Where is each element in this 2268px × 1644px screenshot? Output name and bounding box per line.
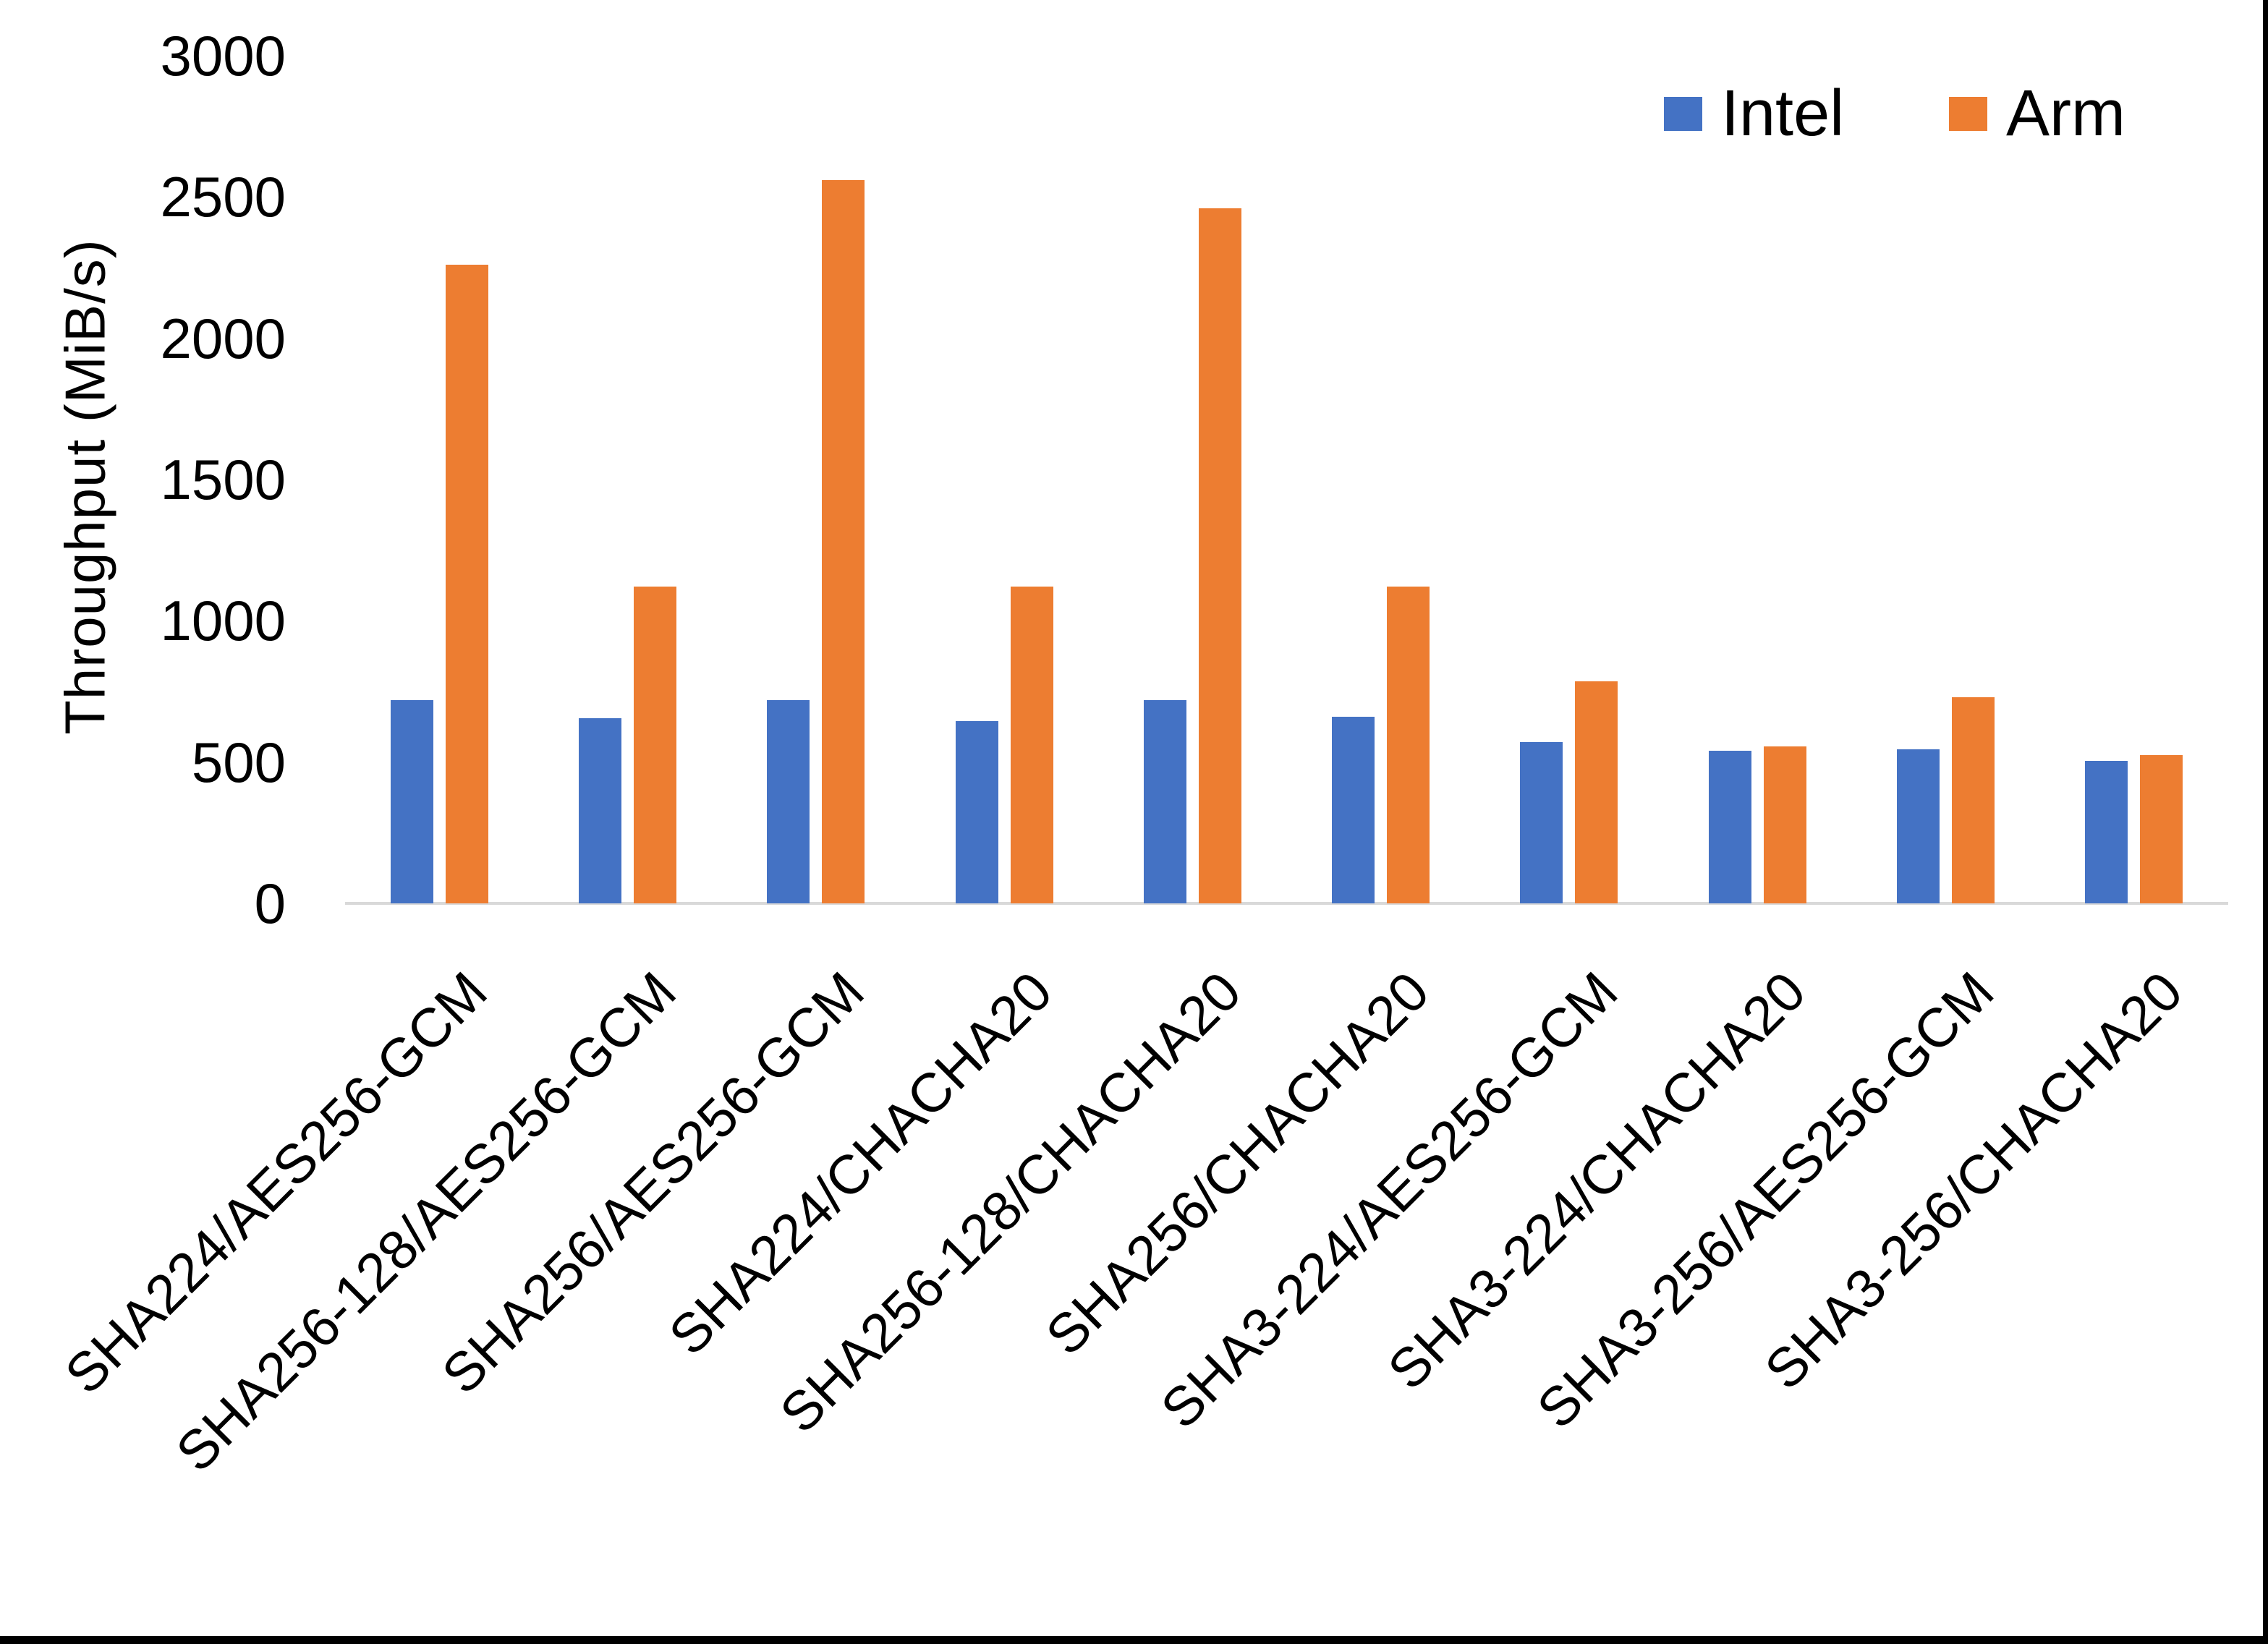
bar-group	[345, 56, 533, 903]
bar-arm	[1575, 681, 1618, 903]
bar-group	[533, 56, 721, 903]
bar-arm	[822, 179, 865, 903]
bar-arm	[633, 587, 676, 903]
figure-bottom-border	[0, 1636, 2268, 1644]
y-tick-label: 2500	[160, 165, 286, 229]
bar-intel	[767, 699, 810, 903]
bar-arm	[2140, 754, 2183, 903]
bar-intel	[955, 721, 998, 903]
bar-group	[1663, 56, 1851, 903]
category-label: SHA256/CHACHA20	[1034, 960, 1441, 1367]
bar-group	[910, 56, 1098, 903]
bar-arm	[445, 265, 488, 903]
bar-group	[1851, 56, 2039, 903]
legend-swatch-arm	[1949, 96, 1987, 131]
bar-intel	[1332, 717, 1375, 903]
bar-group	[1098, 56, 1286, 903]
x-axis-line	[345, 902, 2228, 905]
y-tick-label: 3000	[160, 24, 286, 88]
bar-arm	[1763, 746, 1806, 903]
y-tick-label: 0	[254, 872, 286, 935]
bar-arm	[1952, 697, 1995, 903]
category-label: SHA224/CHACHA20	[658, 960, 1065, 1367]
y-tick-label: 1500	[160, 448, 286, 511]
legend-item-arm: Arm	[1949, 81, 2125, 146]
legend-label-arm: Arm	[2006, 77, 2125, 150]
bar-arm	[1198, 208, 1241, 903]
legend-swatch-intel	[1664, 96, 1702, 131]
figure-right-border	[2263, 0, 2268, 1644]
bar-group	[1475, 56, 1663, 903]
legend-item-intel: Intel	[1664, 81, 1844, 146]
bar-arm	[1387, 587, 1430, 903]
y-tick-label: 1000	[160, 589, 286, 653]
y-tick-label: 500	[191, 730, 286, 794]
legend-label-intel: Intel	[1721, 77, 1845, 150]
bar-intel	[1520, 742, 1563, 903]
plot-area	[345, 56, 2228, 903]
bar-intel	[2085, 760, 2128, 903]
bar-group	[722, 56, 910, 903]
bar-intel	[390, 699, 433, 903]
bar-group	[1287, 56, 1475, 903]
bar-intel	[1708, 751, 1751, 903]
y-tick-label: 2000	[160, 306, 286, 370]
bar-group	[2040, 56, 2228, 903]
bar-intel	[578, 718, 621, 903]
bar-intel	[1143, 699, 1186, 903]
bar-intel	[1897, 749, 1940, 903]
bar-arm	[1010, 587, 1053, 903]
